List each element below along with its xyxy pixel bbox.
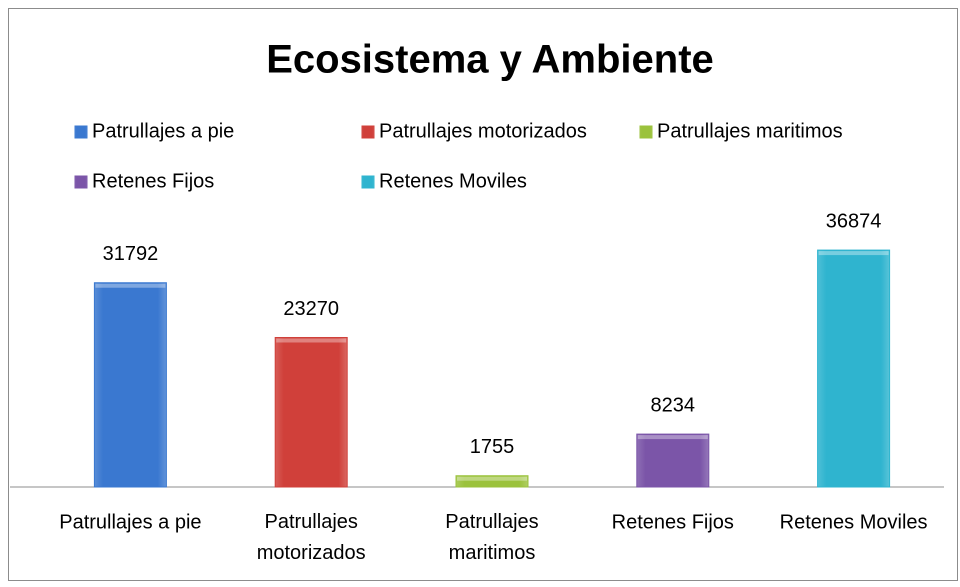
x-tick-label: Patrullajes motorizados: [257, 511, 366, 564]
bar: [636, 433, 710, 488]
x-tick-label: Patrullajes a pie: [59, 511, 201, 533]
data-label: 31792: [103, 243, 159, 265]
data-label: 8234: [651, 394, 696, 416]
x-tick-label: Patrullajes maritimos: [445, 511, 538, 564]
legend-swatch: [361, 125, 375, 139]
chart-title: Ecosistema y Ambiente: [266, 38, 714, 82]
bar: [817, 249, 891, 488]
bar: [93, 282, 167, 488]
bar-bevel: [457, 476, 527, 481]
legend-swatch: [639, 125, 653, 139]
legend-swatch: [74, 175, 88, 189]
legend-label: Patrullajes motorizados: [379, 120, 587, 142]
legend-label: Retenes Moviles: [379, 170, 527, 192]
data-label: 23270: [283, 298, 339, 320]
x-tick-label: Retenes Moviles: [780, 511, 928, 533]
legend-label: Patrullajes maritimos: [657, 120, 843, 142]
bar: [274, 336, 348, 488]
bar-bevel: [95, 283, 166, 288]
legend-label: Retenes Fijos: [92, 170, 214, 192]
x-tick-label: Retenes Fijos: [612, 511, 734, 533]
legend-swatch: [74, 125, 88, 139]
bar-bevel: [818, 251, 889, 256]
legend-swatch: [361, 175, 375, 189]
bar-bevel: [276, 338, 347, 343]
bar-bevel: [637, 435, 708, 440]
legend-label: Patrullajes a pie: [92, 120, 234, 142]
data-label: 36874: [826, 210, 882, 232]
data-label: 1755: [470, 436, 515, 458]
bar: [455, 475, 529, 488]
